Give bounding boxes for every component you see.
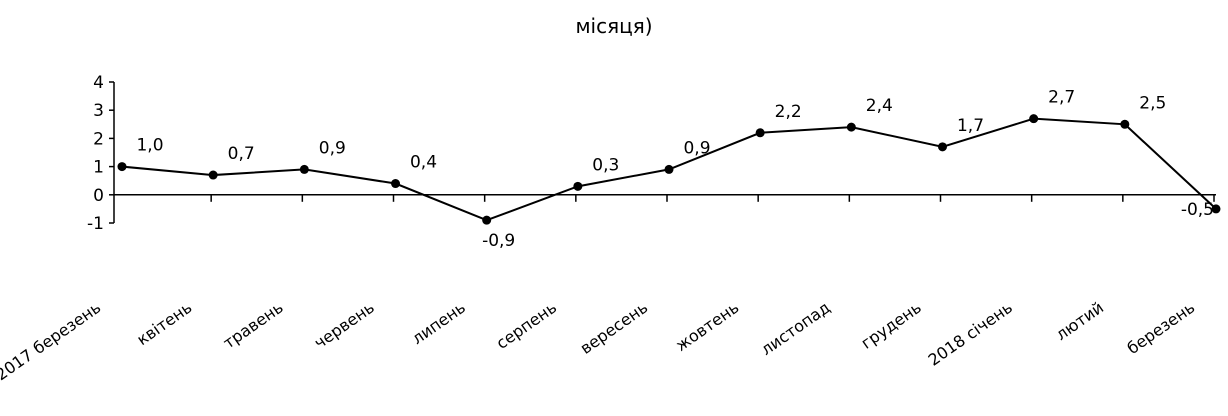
y-tick-label: -1 xyxy=(87,214,104,234)
data-point xyxy=(573,181,583,191)
data-label: 2,7 xyxy=(1048,88,1075,108)
x-category-label: липень xyxy=(408,298,469,348)
data-point xyxy=(755,128,765,138)
x-category-label: червень xyxy=(311,298,378,353)
y-tick-label: 3 xyxy=(93,101,104,121)
data-point xyxy=(391,179,400,189)
y-tick-label: 0 xyxy=(93,186,104,206)
chart-title: місяця) xyxy=(575,14,653,38)
x-category-label: лютий xyxy=(1052,298,1107,344)
data-label: 2,4 xyxy=(866,96,893,116)
data-point xyxy=(1120,119,1130,129)
data-label: -0,9 xyxy=(482,231,515,251)
y-tick-label: 2 xyxy=(93,129,104,149)
data-label: 0,9 xyxy=(319,138,346,158)
data-label: 0,9 xyxy=(683,138,710,158)
x-category-label: грудень xyxy=(858,298,925,353)
data-label: 0,4 xyxy=(410,153,437,173)
x-category-label: жовтень xyxy=(672,298,742,355)
y-tick-label: 1 xyxy=(93,158,104,178)
x-category-label: травень xyxy=(220,298,287,353)
x-category-label: 2018 січень xyxy=(925,298,1016,370)
data-point xyxy=(938,142,947,152)
x-category-label: листопад xyxy=(757,298,833,359)
data-point xyxy=(208,170,218,180)
x-category-label: березень xyxy=(1124,298,1199,358)
data-point xyxy=(482,215,492,225)
data-point xyxy=(1211,204,1221,214)
data-label: 0,3 xyxy=(592,155,619,175)
data-point xyxy=(117,162,127,172)
data-label: -0,5 xyxy=(1181,200,1214,220)
x-category-label: серпень xyxy=(493,298,560,353)
data-point xyxy=(299,164,309,174)
data-label: 2,5 xyxy=(1139,93,1166,113)
x-category-label: 2017 березень xyxy=(0,298,104,385)
data-point xyxy=(664,164,674,174)
x-category-label: квітень xyxy=(133,298,195,349)
data-label: 1,0 xyxy=(136,136,163,156)
data-label: 1,7 xyxy=(957,116,984,136)
x-category-label: вересень xyxy=(577,298,652,358)
data-point xyxy=(1029,114,1039,124)
data-point xyxy=(846,122,856,132)
data-label: 0,7 xyxy=(228,144,255,164)
y-tick-label: 4 xyxy=(93,73,104,93)
data-label: 2,2 xyxy=(775,102,802,122)
